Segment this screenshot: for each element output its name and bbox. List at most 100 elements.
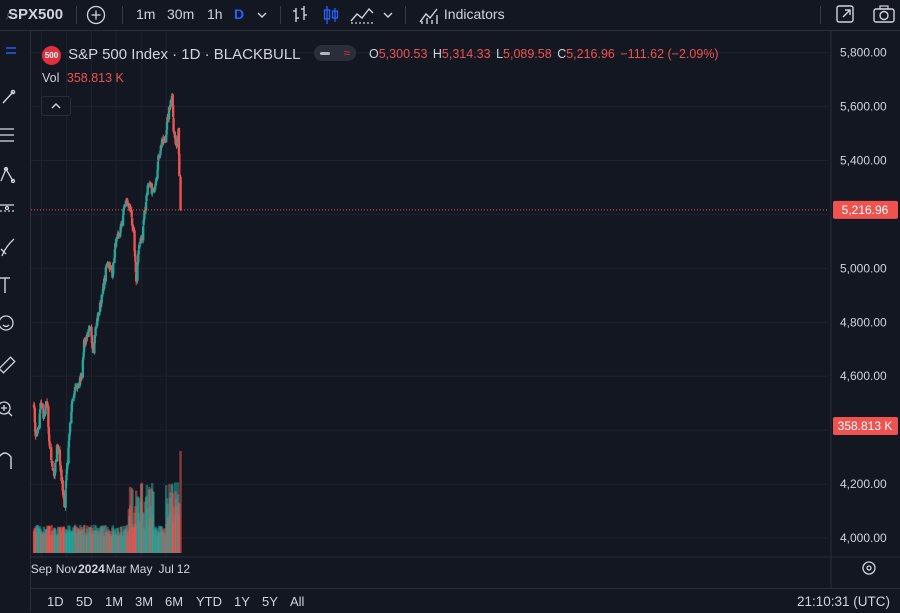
interval-dropdown-button[interactable] bbox=[255, 0, 269, 30]
indicators-button[interactable]: Indicators bbox=[418, 0, 505, 30]
forecast-icon[interactable] bbox=[0, 204, 14, 212]
volume-bar bbox=[152, 491, 155, 553]
candle-body bbox=[160, 139, 164, 145]
candle-body bbox=[51, 461, 54, 468]
range-ytd-button[interactable]: YTD bbox=[196, 594, 222, 609]
add-symbol-button[interactable] bbox=[86, 0, 106, 30]
volume-bar bbox=[57, 526, 60, 553]
volume-bar bbox=[146, 525, 149, 553]
candle-body bbox=[50, 447, 53, 460]
interval-1h-button[interactable]: 1h bbox=[207, 6, 223, 22]
candle-body bbox=[53, 472, 57, 476]
candle-body bbox=[120, 224, 124, 227]
candle-body bbox=[128, 204, 132, 211]
candle-body bbox=[45, 401, 49, 406]
price-axis[interactable] bbox=[831, 31, 900, 558]
candle-body bbox=[146, 185, 149, 196]
volume-bar bbox=[66, 532, 69, 553]
volume-bar bbox=[77, 529, 80, 553]
volume-bar bbox=[178, 503, 181, 553]
patterns-icon[interactable] bbox=[0, 166, 16, 184]
symbol-label[interactable]: SPX500 bbox=[8, 6, 64, 23]
price-chart[interactable]: 5,800.00 5,600.00 5,400.00 5,000.00 4,800.00… bbox=[31, 31, 900, 588]
volume-bar bbox=[97, 527, 101, 553]
range-5d-button[interactable]: 5D bbox=[76, 594, 93, 609]
range-1y-button[interactable]: 1Y bbox=[234, 594, 250, 609]
toolbar-divider bbox=[76, 6, 77, 24]
volume-bar bbox=[131, 489, 134, 553]
interval-30m-button[interactable]: 30m bbox=[167, 6, 195, 22]
volume-bar bbox=[74, 533, 78, 553]
ruler-icon[interactable] bbox=[0, 356, 16, 374]
time-zone-settings-button[interactable] bbox=[862, 561, 876, 575]
candle-body bbox=[130, 210, 133, 218]
trend-line-icon[interactable] bbox=[2, 89, 16, 104]
candle-body bbox=[149, 182, 152, 185]
candle-body bbox=[113, 257, 116, 264]
magnet-icon[interactable] bbox=[0, 452, 12, 469]
candle-body bbox=[68, 432, 71, 436]
chart-grid bbox=[31, 31, 829, 558]
symbol-search-icon[interactable]: ⌕ bbox=[6, 6, 14, 22]
candle-body bbox=[96, 312, 100, 322]
candle-body bbox=[152, 191, 155, 193]
volume-bar bbox=[89, 527, 92, 553]
volume-bar bbox=[34, 526, 37, 553]
area-chart-icon bbox=[350, 7, 374, 24]
candle-body bbox=[142, 220, 145, 226]
toolbar-divider bbox=[122, 6, 123, 24]
last-price-label: 5,216.96 bbox=[842, 203, 889, 217]
emoji-icon[interactable] bbox=[0, 315, 14, 331]
brush-icon[interactable] bbox=[0, 238, 15, 257]
legend-visibility-toggle[interactable]: ≈ bbox=[314, 45, 357, 61]
range-all-button[interactable]: All bbox=[290, 594, 305, 609]
candle-body bbox=[70, 403, 73, 413]
legend-title[interactable]: S&P 500 Index · 1D · BLACKBULL bbox=[68, 46, 300, 63]
candle-body bbox=[34, 431, 37, 437]
collapse-legend-button[interactable] bbox=[41, 96, 71, 116]
bar-replay-button[interactable] bbox=[290, 0, 310, 30]
price-tick-label: 4,600.00 bbox=[840, 369, 887, 383]
interval-d-button[interactable]: D bbox=[234, 6, 245, 22]
volume-legend: Vol 358.813 K bbox=[42, 71, 124, 85]
volume-bar bbox=[155, 535, 158, 553]
zoom-in-icon[interactable] bbox=[0, 401, 13, 417]
range-3m-button[interactable]: 3M bbox=[135, 594, 154, 609]
candle-body bbox=[156, 169, 159, 179]
price-tick-label: 5,600.00 bbox=[840, 100, 887, 114]
time-tick-label: Nov bbox=[56, 562, 77, 576]
candle-body bbox=[103, 278, 106, 282]
candle-body bbox=[90, 326, 93, 337]
text-tool-icon[interactable] bbox=[0, 277, 10, 293]
fib-retracement-icon[interactable] bbox=[0, 128, 14, 142]
candle-body bbox=[141, 226, 145, 241]
time-tick-label: May bbox=[130, 562, 153, 576]
price-tick-label: 4,200.00 bbox=[840, 477, 887, 491]
fullscreen-button[interactable] bbox=[834, 0, 856, 30]
candle-body bbox=[48, 441, 51, 446]
candle-body bbox=[73, 390, 76, 395]
range-6m-button[interactable]: 6M bbox=[165, 594, 184, 609]
snapshot-button[interactable] bbox=[872, 0, 896, 30]
candle-body bbox=[134, 261, 138, 273]
candles-style-button[interactable] bbox=[321, 0, 341, 30]
clock-label[interactable]: 21:10:31 (UTC) bbox=[797, 594, 891, 609]
candle-body bbox=[89, 327, 92, 329]
range-1d-button[interactable]: 1D bbox=[47, 594, 64, 609]
candle-body bbox=[47, 426, 50, 435]
interval-1m-button[interactable]: 1m bbox=[136, 6, 156, 22]
range-5y-button[interactable]: 5Y bbox=[262, 594, 278, 609]
candle-body bbox=[94, 326, 98, 329]
open-label: O bbox=[369, 47, 379, 61]
crosshair-icon[interactable] bbox=[6, 47, 16, 54]
volume-bar bbox=[175, 505, 178, 553]
volume-label: Vol bbox=[42, 71, 60, 85]
wave-icon: ≈ bbox=[343, 46, 351, 60]
candle-body bbox=[130, 218, 134, 226]
chart-style-dropdown-button[interactable] bbox=[381, 0, 395, 30]
price-tick-label: 5,000.00 bbox=[840, 261, 887, 275]
symbol-badge[interactable]: 500 bbox=[42, 46, 61, 65]
range-1m-button[interactable]: 1M bbox=[105, 594, 124, 609]
candle-body bbox=[80, 373, 83, 379]
area-style-button[interactable] bbox=[349, 0, 375, 30]
